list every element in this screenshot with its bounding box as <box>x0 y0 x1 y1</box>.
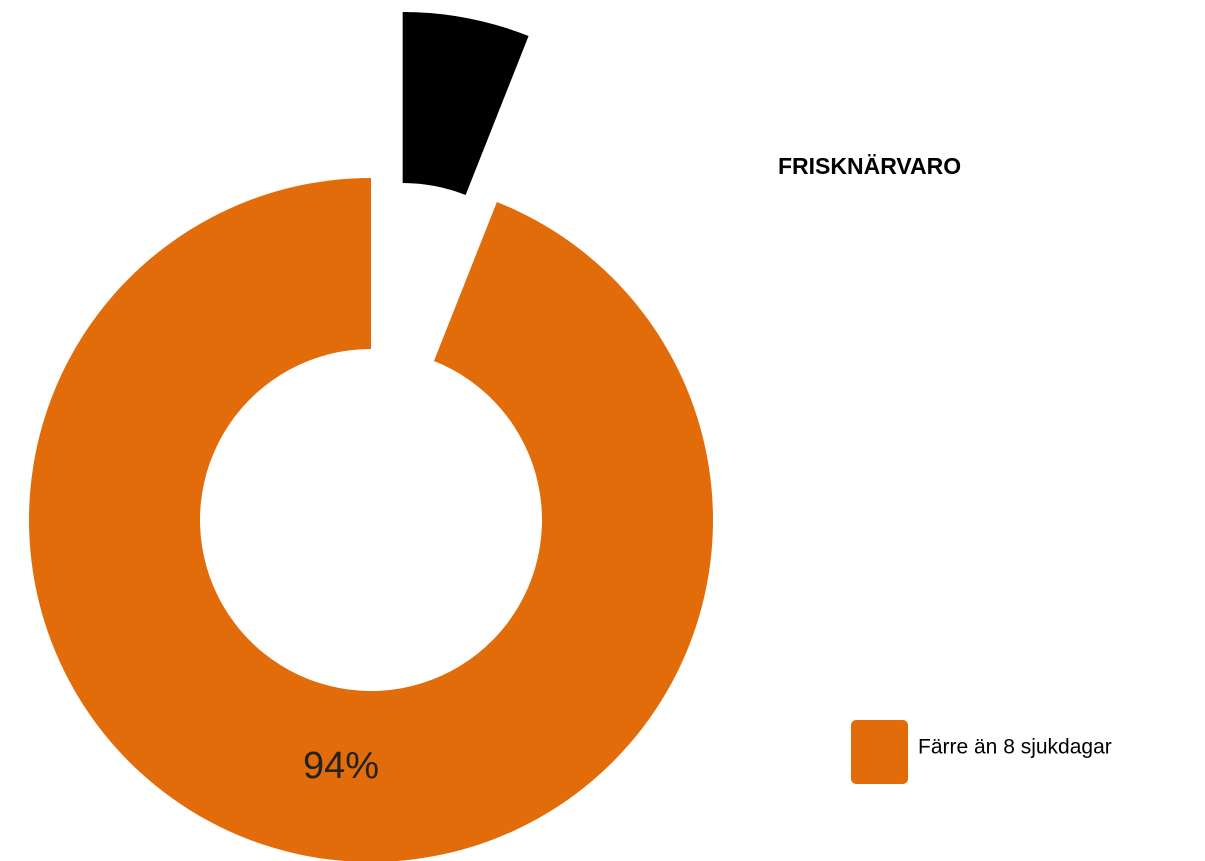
legend-label: Färre än 8 sjukdagar <box>918 736 1112 759</box>
donut-slice <box>402 11 529 196</box>
value-label: 94% <box>303 745 379 787</box>
donut-slice <box>29 178 713 861</box>
chart-title: FRISKNÄRVARO <box>778 153 961 179</box>
legend-swatch <box>851 720 908 784</box>
